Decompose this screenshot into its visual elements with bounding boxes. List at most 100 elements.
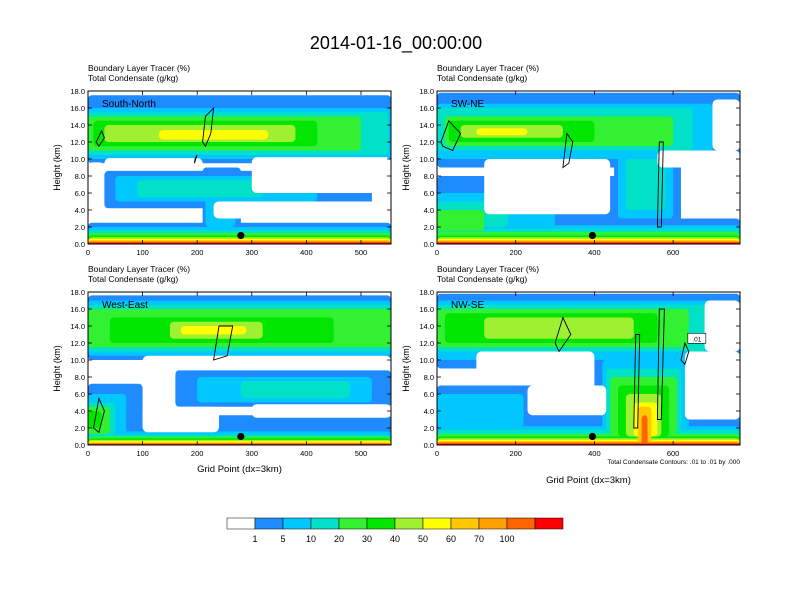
panel-label: South-North [102, 99, 156, 110]
clear-region [104, 158, 203, 169]
y-tick-label: 12.0 [70, 339, 85, 348]
y-tick-label: 10.0 [419, 356, 434, 365]
condensate-contour [202, 106, 215, 148]
panel-label: West-East [102, 300, 148, 311]
y-tick-label: 6.0 [424, 390, 434, 399]
y-tick-label: 2.0 [424, 223, 434, 232]
y-tick-label: 16.0 [70, 305, 85, 314]
plot-frame [87, 90, 392, 245]
condensate-contour [656, 308, 665, 420]
y-tick-label: 6.0 [424, 189, 434, 198]
clear-region [142, 355, 391, 371]
location-marker [588, 231, 597, 240]
contour-info-note: Total Condensate Contours: .01 to .01 by… [607, 459, 740, 466]
clear-region [712, 99, 740, 151]
x-tick-label: 100 [136, 449, 149, 458]
condensate-contour [213, 325, 234, 361]
x-tick-label: 500 [355, 449, 368, 458]
contour-value-box [687, 332, 707, 344]
filled-region-10 [240, 381, 351, 399]
clear-region [213, 201, 391, 219]
plot-frame [436, 90, 741, 245]
condensate-contour [633, 334, 641, 429]
panel-label: SW-NE [451, 99, 484, 110]
clear-region [680, 154, 740, 215]
y-axis-label: Height (km) [52, 144, 62, 191]
y-tick-label: 14.0 [419, 121, 434, 130]
y-tick-label: 0.0 [424, 240, 434, 249]
colorbar-cell [450, 517, 480, 530]
x-tick-label: 0 [435, 449, 439, 458]
y-tick-label: 6.0 [75, 390, 85, 399]
panel-2: Boundary Layer Tracer (%)Total Condensat… [52, 264, 392, 475]
condensate-contour [656, 141, 664, 228]
x-tick-label: 0 [86, 449, 90, 458]
filled-region-10 [625, 159, 666, 210]
colorbar-label: 70 [474, 534, 484, 544]
colorbar-cell [282, 517, 312, 530]
colorbar-cell [226, 517, 256, 530]
y-tick-label: 2.0 [75, 223, 85, 232]
colorbar-cell [338, 517, 368, 530]
plot-area [437, 292, 740, 445]
colorbar-label: 10 [306, 534, 316, 544]
condensate-contour [440, 119, 462, 152]
y-tick-label: 12.0 [419, 339, 434, 348]
colorbar-cell [478, 517, 508, 530]
y-tick-label: 18.0 [419, 87, 434, 96]
y-tick-label: 16.0 [70, 104, 85, 113]
filled-region-70 [641, 415, 648, 445]
y-tick-label: 10.0 [70, 356, 85, 365]
y-tick-label: 0.0 [424, 441, 434, 450]
plot-area [437, 91, 740, 244]
clear-region [88, 162, 105, 170]
colorbar-cell [534, 517, 564, 530]
filled-region-20 [437, 210, 485, 232]
clear-region [704, 300, 740, 352]
y-tick-label: 10.0 [70, 155, 85, 164]
colorbar-label: 100 [499, 534, 514, 544]
x-tick-label: 300 [246, 449, 259, 458]
x-tick-label: 200 [509, 449, 522, 458]
colorbar: 1 5 10 20 30 40 50 60 70 100 [226, 517, 564, 544]
y-tick-label: 4.0 [75, 206, 85, 215]
panel-subtitle: Total Condensate (g/kg) [88, 274, 178, 284]
y-tick-label: 14.0 [70, 121, 85, 130]
y-tick-label: 12.0 [70, 138, 85, 147]
y-tick-label: 18.0 [70, 87, 85, 96]
filled-region-40 [484, 317, 634, 339]
x-tick-label: 400 [300, 248, 313, 257]
clear-region [476, 351, 595, 377]
location-marker [237, 432, 245, 441]
y-axis-label: Height (km) [401, 345, 411, 392]
x-tick-label: 600 [667, 449, 680, 458]
x-tick-label: 500 [355, 248, 368, 257]
filled-region-10 [137, 180, 263, 198]
y-tick-label: 18.0 [419, 288, 434, 297]
clear-region [88, 209, 198, 222]
panel-subtitle: Boundary Layer Tracer (%) [88, 63, 190, 73]
colorbar-cell [506, 517, 536, 530]
colorbar-label: 50 [418, 534, 428, 544]
colorbar-cell [394, 517, 424, 530]
location-marker [588, 432, 597, 441]
panels: Boundary Layer Tracer (%) Total Condensat… [52, 63, 741, 486]
y-tick-label: 4.0 [424, 407, 434, 416]
plot-area [88, 292, 391, 445]
y-tick-label: 12.0 [419, 138, 434, 147]
colorbar-label: 30 [362, 534, 372, 544]
panel-subtitle: Boundary Layer Tracer (%) [437, 264, 539, 274]
x-tick-label: 600 [667, 248, 680, 257]
colorbar-label: 40 [390, 534, 400, 544]
colorbar-cell [310, 517, 340, 530]
x-tick-label: 0 [435, 248, 439, 257]
y-tick-label: 14.0 [70, 322, 85, 331]
x-tick-label: 300 [246, 248, 259, 257]
y-tick-label: 10.0 [419, 155, 434, 164]
y-tick-label: 14.0 [419, 322, 434, 331]
panel-0: Boundary Layer Tracer (%)Total Condensat… [52, 63, 392, 257]
x-tick-label: 200 [191, 248, 204, 257]
colorbar-cell [254, 517, 284, 530]
y-tick-label: 4.0 [75, 407, 85, 416]
